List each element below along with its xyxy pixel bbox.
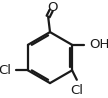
Text: OH: OH xyxy=(90,38,108,51)
Text: Cl: Cl xyxy=(70,84,83,97)
Text: Cl: Cl xyxy=(0,64,11,77)
Text: O: O xyxy=(48,1,58,14)
